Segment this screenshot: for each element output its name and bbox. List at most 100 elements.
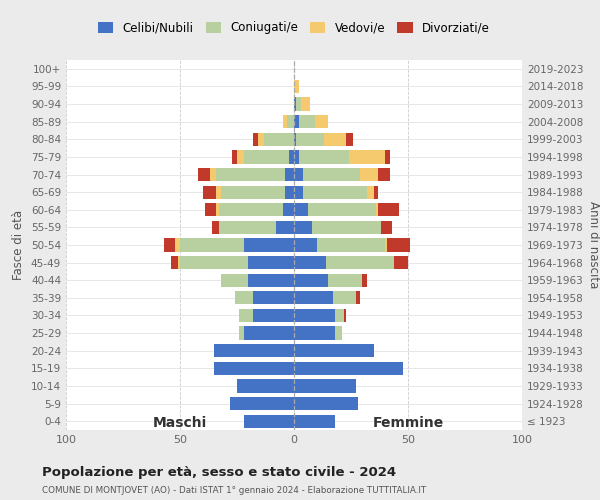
Bar [230,397,294,410]
Bar [257,132,265,146]
Bar [294,132,296,146]
Bar [214,362,294,375]
Bar [294,80,299,93]
Bar [209,168,217,181]
Bar [335,326,342,340]
Bar [294,238,317,252]
Bar [253,132,257,146]
Bar [296,98,301,110]
Bar [164,238,175,252]
Bar [344,309,346,322]
Bar [346,132,353,146]
Bar [294,221,312,234]
Bar [303,168,360,181]
Bar [217,203,219,216]
Bar [244,326,294,340]
Bar [219,221,276,234]
Bar [294,186,303,198]
Y-axis label: Anni di nascita: Anni di nascita [587,202,600,288]
Bar [294,309,335,322]
Bar [244,414,294,428]
Bar [294,291,333,304]
Bar [221,186,285,198]
Bar [323,132,346,146]
Bar [301,98,310,110]
Bar [237,380,294,392]
Bar [294,362,403,375]
Bar [283,203,294,216]
Bar [294,150,299,164]
Bar [360,168,379,181]
Text: Maschi: Maschi [153,416,207,430]
Bar [312,221,380,234]
Bar [333,291,356,304]
Bar [388,238,410,252]
Bar [203,186,217,198]
Bar [376,203,379,216]
Bar [253,291,294,304]
Bar [217,186,221,198]
Bar [308,203,376,216]
Bar [356,291,360,304]
Bar [212,221,219,234]
Y-axis label: Fasce di età: Fasce di età [13,210,25,280]
Bar [239,326,244,340]
Bar [235,291,253,304]
Bar [289,150,294,164]
Bar [248,274,294,287]
Bar [385,238,388,252]
Bar [362,274,367,287]
Bar [294,414,335,428]
Text: Popolazione per età, sesso e stato civile - 2024: Popolazione per età, sesso e stato civil… [42,466,396,479]
Bar [294,98,296,110]
Bar [294,203,308,216]
Bar [294,344,374,358]
Bar [317,238,385,252]
Legend: Celibi/Nubili, Coniugati/e, Vedovi/e, Divorziati/e: Celibi/Nubili, Coniugati/e, Vedovi/e, Di… [94,18,494,38]
Bar [294,115,299,128]
Bar [237,150,244,164]
Bar [171,256,178,269]
Bar [244,238,294,252]
Bar [285,186,294,198]
Bar [217,168,285,181]
Bar [294,326,335,340]
Bar [248,256,294,269]
Bar [198,168,209,181]
Bar [175,238,180,252]
Bar [379,168,390,181]
Bar [335,309,344,322]
Bar [380,221,392,234]
Bar [294,256,326,269]
Bar [180,256,248,269]
Bar [314,115,328,128]
Bar [326,256,394,269]
Bar [299,150,349,164]
Text: COMUNE DI MONTJOVET (AO) - Dati ISTAT 1° gennaio 2024 - Elaborazione TUTTITALIA.: COMUNE DI MONTJOVET (AO) - Dati ISTAT 1°… [42,486,426,495]
Bar [253,309,294,322]
Bar [294,274,328,287]
Bar [287,115,294,128]
Bar [221,274,248,287]
Bar [265,132,294,146]
Bar [328,274,362,287]
Bar [205,203,217,216]
Bar [180,238,244,252]
Bar [285,168,294,181]
Bar [276,221,294,234]
Bar [178,256,180,269]
Bar [294,168,303,181]
Bar [239,309,253,322]
Bar [296,132,323,146]
Bar [379,203,399,216]
Bar [303,186,367,198]
Bar [367,186,374,198]
Text: Femmine: Femmine [373,416,443,430]
Bar [214,344,294,358]
Bar [294,397,358,410]
Bar [374,186,379,198]
Bar [349,150,385,164]
Bar [394,256,408,269]
Bar [219,203,283,216]
Bar [385,150,390,164]
